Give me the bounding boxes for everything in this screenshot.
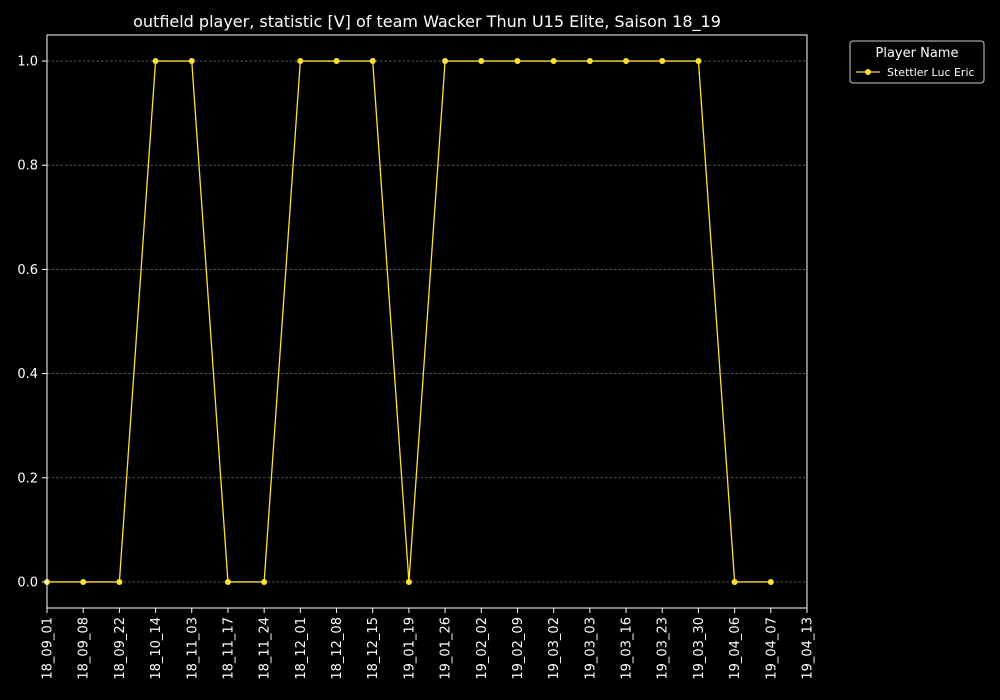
data-point — [478, 58, 485, 65]
legend-title: Player Name — [876, 46, 959, 61]
x-tick-label: 18_11_17 — [221, 617, 236, 680]
legend: Player Name Stettler Luc Eric — [849, 40, 985, 84]
x-tick-label: 19_04_06 — [728, 617, 743, 680]
legend-box — [849, 40, 985, 84]
x-tick-label: 18_10_14 — [149, 617, 164, 680]
x-tick-label: 18_09_08 — [77, 617, 92, 680]
data-point — [116, 578, 123, 585]
x-tick-label: 19_04_13 — [801, 617, 816, 680]
legend-entry-label: Stettler Luc Eric — [887, 66, 975, 79]
x-tick-label: 19_01_19 — [402, 617, 417, 680]
data-point — [442, 58, 449, 65]
y-tick-label: 0.4 — [17, 367, 38, 382]
data-point — [152, 58, 159, 65]
data-point — [731, 578, 738, 585]
data-point — [586, 58, 593, 65]
data-point — [188, 58, 195, 65]
data-point — [695, 58, 702, 65]
x-tick-label: 19_02_02 — [475, 617, 490, 680]
data-point — [767, 578, 774, 585]
x-tick-label: 18_09_01 — [41, 617, 56, 680]
data-point — [550, 58, 557, 65]
data-point — [659, 58, 666, 65]
x-tick-label: 19_03_03 — [583, 617, 598, 680]
x-tick-label: 19_03_30 — [692, 617, 707, 680]
y-tick-label: 0.0 — [17, 575, 38, 590]
y-tick-label: 0.8 — [17, 159, 38, 174]
x-tick-label: 19_03_02 — [547, 617, 562, 680]
data-point — [369, 58, 376, 65]
x-tick-label: 19_04_07 — [764, 617, 779, 680]
x-tick-label: 18_09_22 — [113, 617, 128, 680]
data-point — [333, 58, 340, 65]
data-point — [224, 578, 231, 585]
x-tick-label: 19_01_26 — [439, 617, 454, 680]
data-point — [80, 578, 87, 585]
x-tick-label: 18_11_24 — [258, 617, 273, 680]
data-point — [261, 578, 268, 585]
data-point — [623, 58, 630, 65]
legend-marker-icon — [865, 69, 871, 75]
plot-frame — [46, 34, 808, 609]
data-point — [297, 58, 304, 65]
y-tick-label: 1.0 — [17, 55, 38, 70]
x-tick-label: 18_11_03 — [185, 617, 200, 680]
y-tick-label: 0.6 — [17, 263, 38, 278]
x-tick-label: 18_12_01 — [294, 617, 309, 680]
chart-title: outfield player, statistic [V] of team W… — [133, 12, 721, 32]
x-tick-label: 19_02_09 — [511, 617, 526, 680]
data-point — [514, 58, 521, 65]
x-tick-label: 19_03_23 — [656, 617, 671, 680]
y-tick-label: 0.2 — [17, 471, 38, 486]
x-tick-label: 19_03_16 — [620, 617, 635, 680]
x-tick-label: 18_12_08 — [330, 617, 345, 680]
axes: 0.0 0.2 0.4 0.6 0.8 1.0 18_09_01 18_09_08 18_09_… — [17, 34, 816, 680]
data-point — [405, 578, 412, 585]
x-tick-label: 18_12_15 — [366, 617, 381, 680]
